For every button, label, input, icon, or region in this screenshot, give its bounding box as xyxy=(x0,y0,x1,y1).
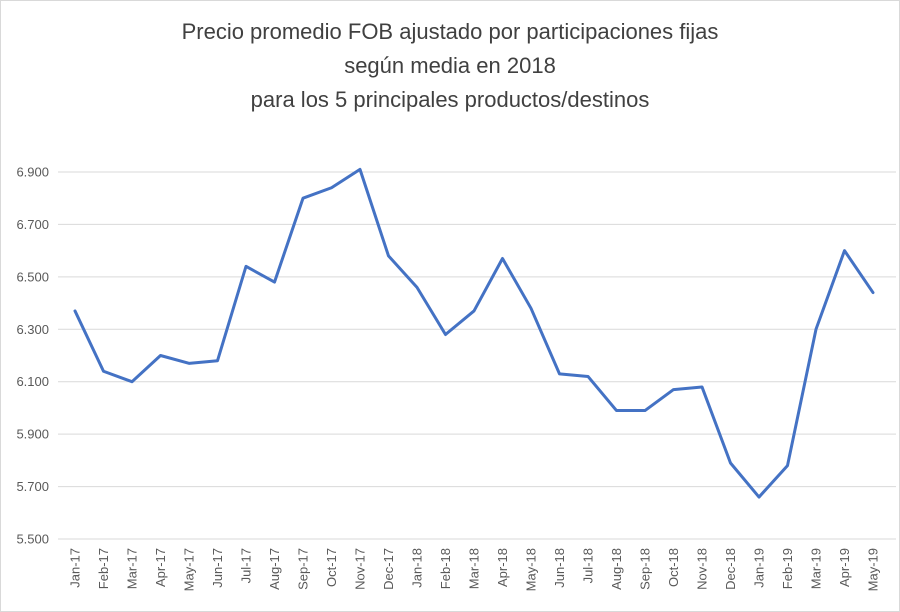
x-tick-label: Aug-18 xyxy=(609,548,624,590)
x-tick-label: Mar-17 xyxy=(125,548,140,589)
x-tick-label: Nov-18 xyxy=(695,548,710,590)
y-tick-label: 6.100 xyxy=(16,374,49,389)
y-tick-label: 5.700 xyxy=(16,479,49,494)
x-tick-label: Jul-17 xyxy=(239,548,254,583)
price-line xyxy=(73,167,875,499)
x-tick-label: Mar-18 xyxy=(467,548,482,589)
x-tick-label: May-18 xyxy=(524,548,539,591)
x-tick-label: Apr-19 xyxy=(837,548,852,587)
y-tick-label: 6.700 xyxy=(16,217,49,232)
x-tick-label: May-19 xyxy=(866,548,881,591)
x-tick-label: Jan-19 xyxy=(752,548,767,588)
x-tick-label: Dec-18 xyxy=(723,548,738,590)
x-tick-label: Sep-17 xyxy=(296,548,311,590)
x-tick-label: Jun-18 xyxy=(552,548,567,588)
y-tick-label: 6.300 xyxy=(16,322,49,337)
x-tick-label: Apr-18 xyxy=(495,548,510,587)
y-tick-label: 5.500 xyxy=(16,532,49,547)
x-tick-label: Jul-18 xyxy=(581,548,596,583)
x-tick-label: Oct-17 xyxy=(324,548,339,587)
x-tick-label: Mar-19 xyxy=(809,548,824,589)
x-tick-label: Feb-18 xyxy=(438,548,453,589)
y-tick-label: 6.500 xyxy=(16,269,49,284)
y-tick-label: 6.900 xyxy=(16,165,49,180)
x-tick-label: Feb-19 xyxy=(780,548,795,589)
x-tick-label: Jan-18 xyxy=(410,548,425,588)
y-tick-label: 5.900 xyxy=(16,427,49,442)
x-tick-label: Feb-17 xyxy=(96,548,111,589)
x-tick-label: Aug-17 xyxy=(267,548,282,590)
x-tick-label: Sep-18 xyxy=(638,548,653,590)
x-tick-label: Nov-17 xyxy=(353,548,368,590)
x-tick-label: Jan-17 xyxy=(68,548,83,588)
chart-title-line-3: para los 5 principales productos/destino… xyxy=(250,87,650,112)
chart-title-line-1: Precio promedio FOB ajustado por partici… xyxy=(181,19,719,44)
x-tick-label: Oct-18 xyxy=(666,548,681,587)
x-tick-label: Dec-17 xyxy=(381,548,396,590)
chart-title: Precio promedio FOB ajustado por partici… xyxy=(1,15,899,117)
chart-title-line-2: según media en 2018 xyxy=(344,53,556,78)
x-tick-label: Apr-17 xyxy=(153,548,168,587)
x-tick-label: Jun-17 xyxy=(210,548,225,588)
x-tick-label: May-17 xyxy=(182,548,197,591)
